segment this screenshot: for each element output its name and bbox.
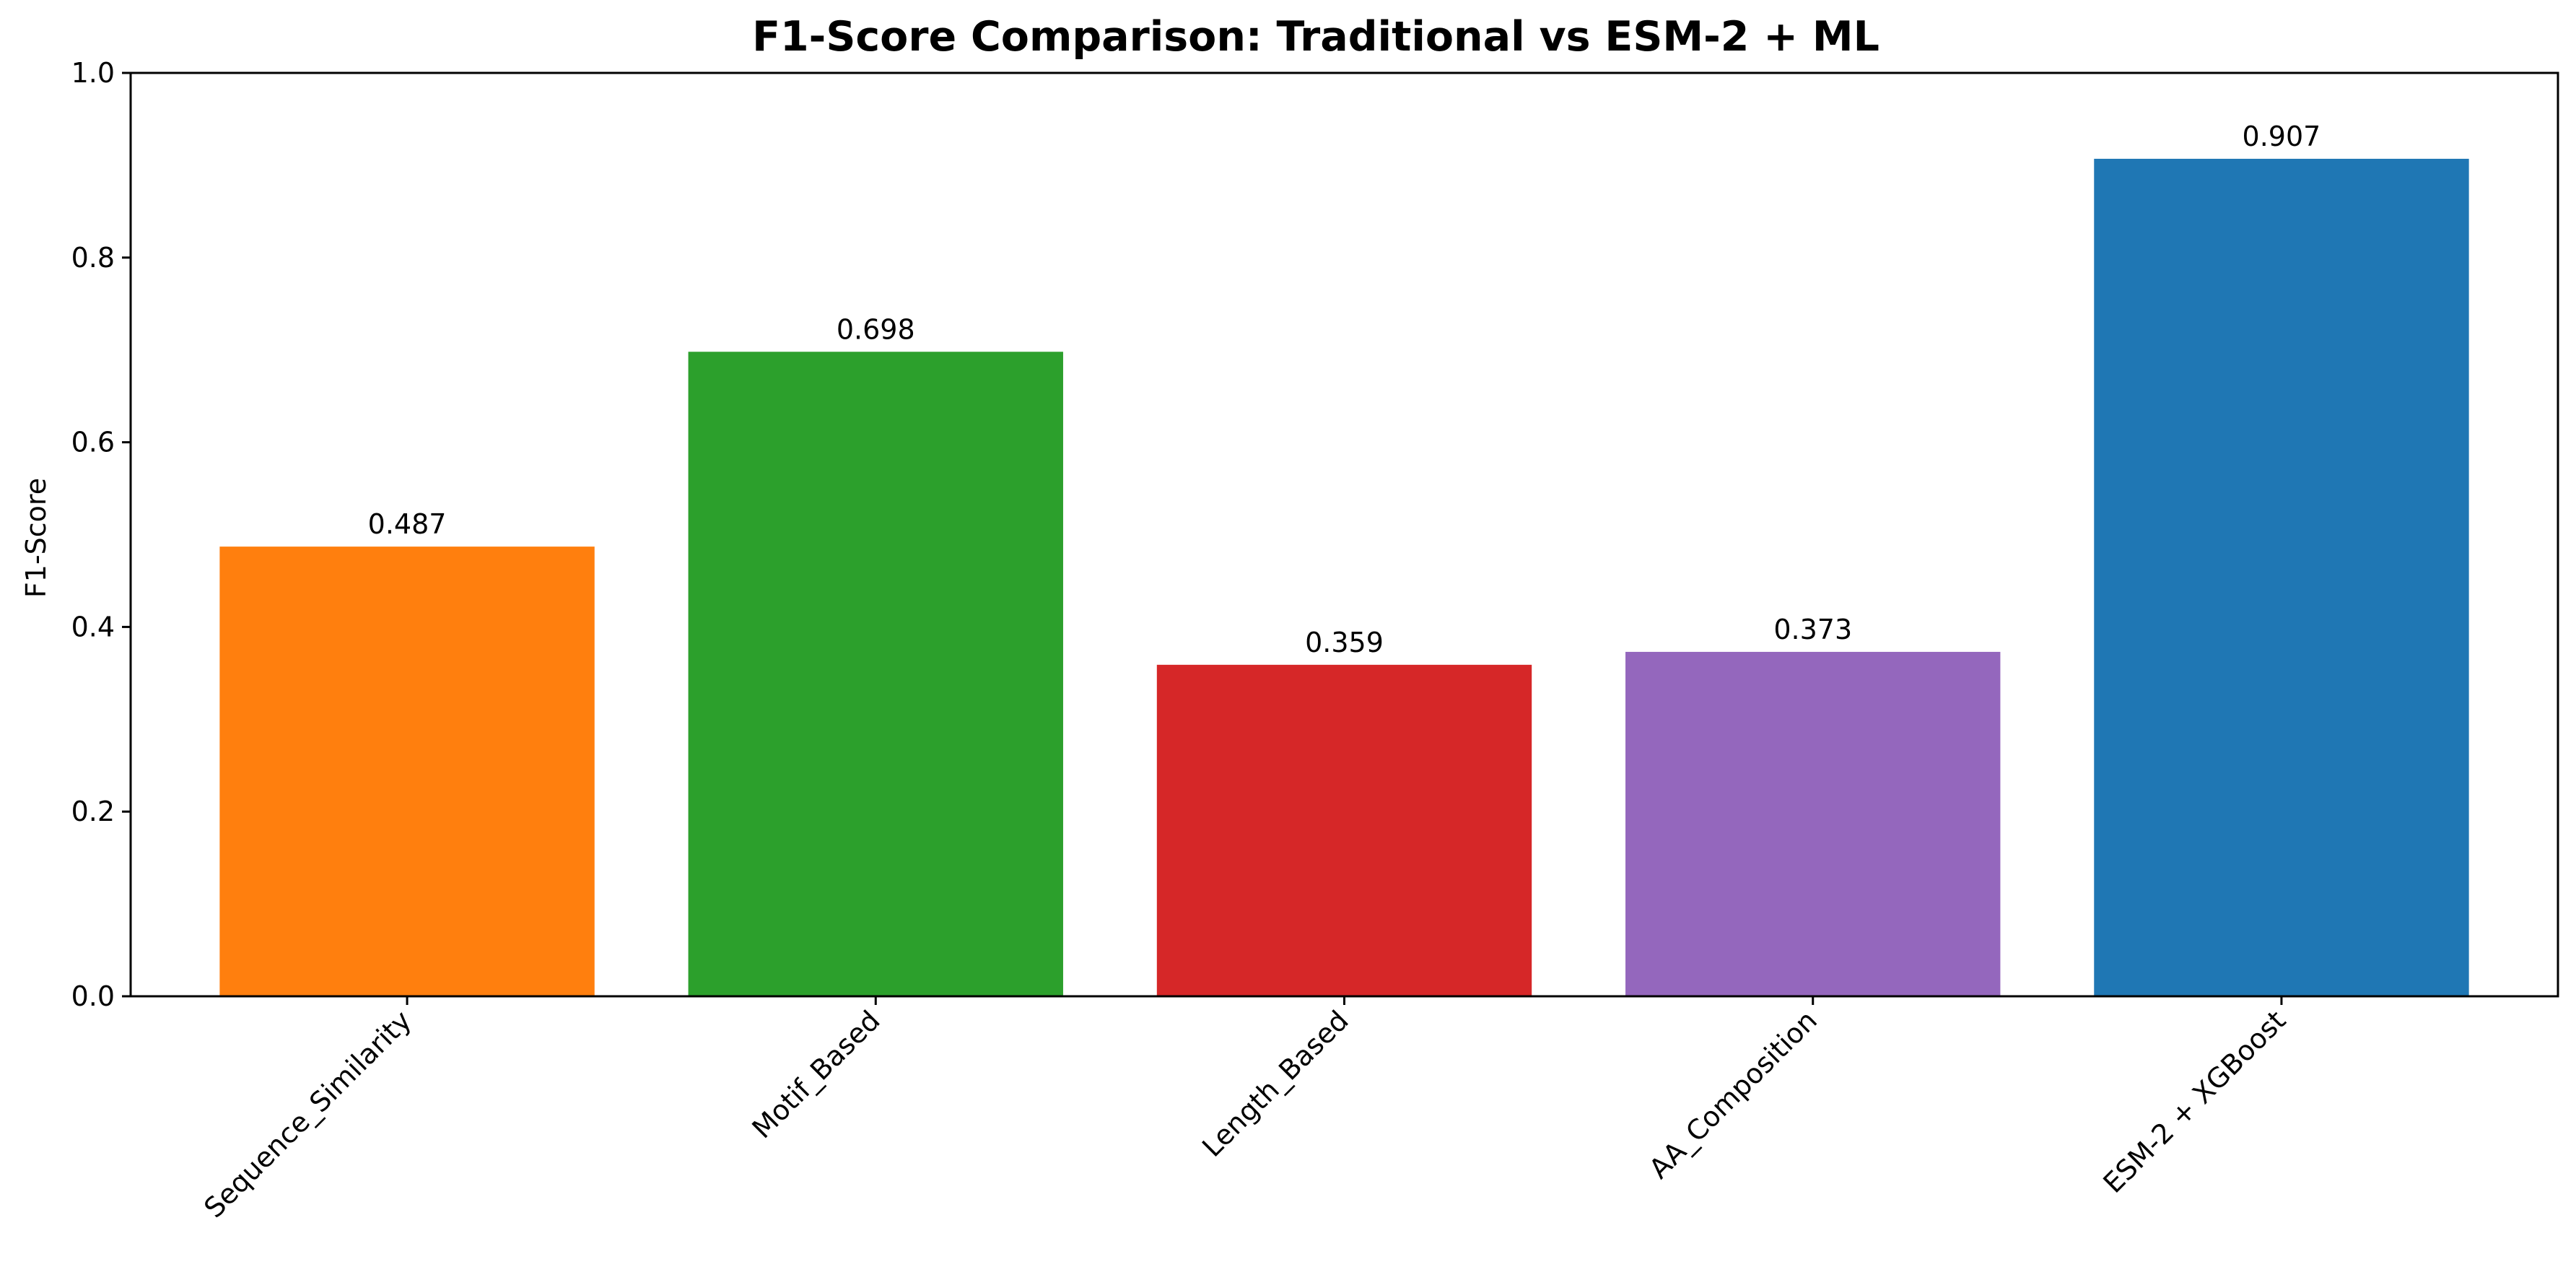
bar-value-label: 0.359	[1305, 627, 1384, 658]
chart-title: F1-Score Comparison: Traditional vs ESM-…	[752, 13, 1879, 61]
y-tick-label: 0.8	[71, 242, 115, 274]
bar-motif-based	[688, 352, 1063, 996]
bar-value-label: 0.907	[2243, 121, 2321, 152]
bars-layer	[219, 158, 2469, 996]
y-tick-label: 0.4	[71, 611, 115, 643]
bar-esm-2-xgboost	[2094, 158, 2469, 996]
value-labels-layer: 0.487 0.698 0.359 0.373 0.907	[368, 121, 2321, 658]
y-tick-label: 0.6	[71, 427, 115, 458]
y-axis-ticks: 0.0 0.2 0.4 0.6 0.8 1.0	[71, 57, 131, 1012]
y-axis-label: F1-Score	[20, 478, 52, 598]
y-tick-label: 1.0	[71, 57, 115, 89]
bar-length-based	[1156, 664, 1532, 996]
plot-frame	[129, 71, 2559, 998]
y-tick-label: 0.2	[71, 796, 115, 827]
bar-aa-composition	[1625, 651, 2001, 996]
bar-value-label: 0.487	[368, 508, 447, 540]
bar-sequence-similarity	[219, 547, 595, 996]
bar-value-label: 0.698	[837, 313, 915, 345]
y-tick-label: 0.0	[71, 980, 115, 1012]
bar-value-label: 0.373	[1773, 614, 1852, 645]
